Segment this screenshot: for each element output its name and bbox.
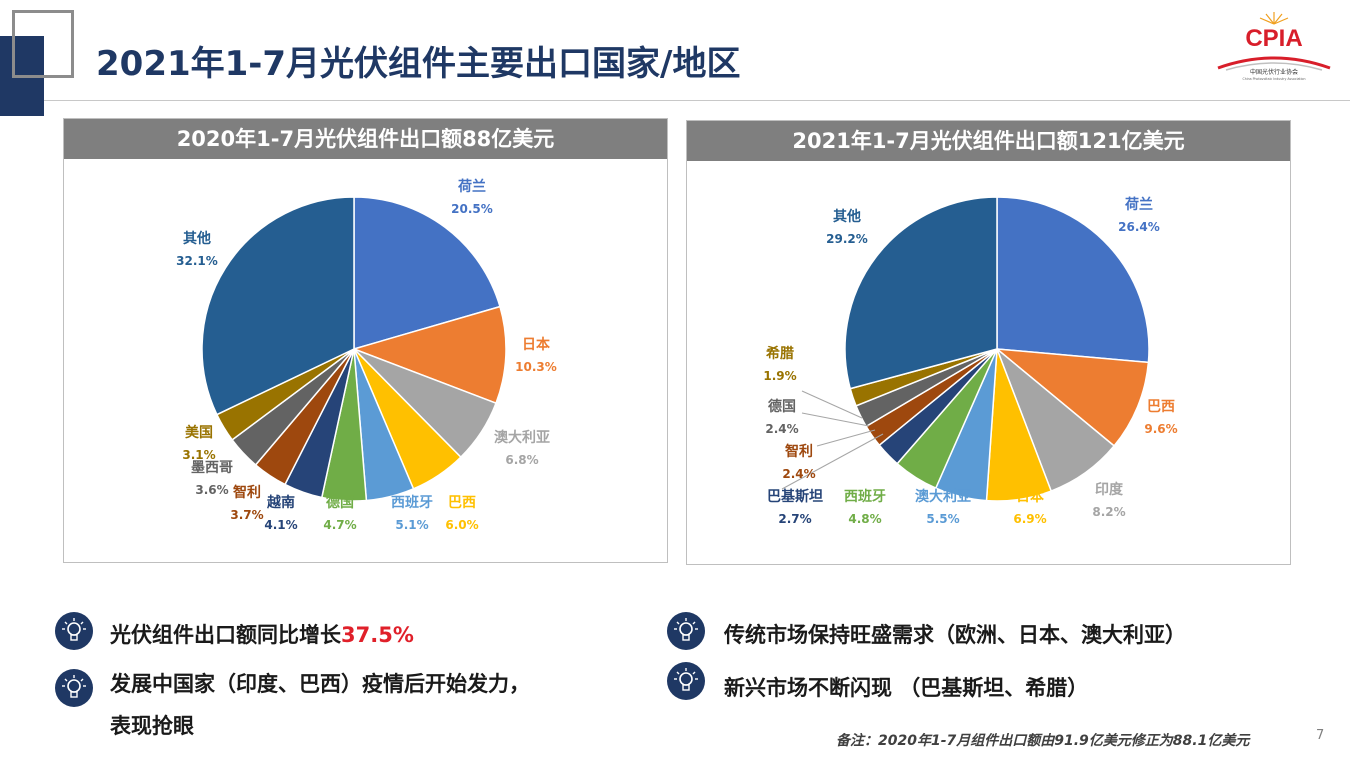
pie-slice-1-0 xyxy=(996,196,1150,364)
slice-label-1-1: 巴西 xyxy=(1147,399,1175,415)
slice-label-0-0: 荷兰 xyxy=(457,178,486,195)
slice-label-1-6: 巴基斯坦 xyxy=(767,488,823,505)
slice-value-0-1: 10.3% xyxy=(515,360,557,374)
slice-value-1-6: 2.7% xyxy=(778,512,811,526)
slice-label-1-5: 西班牙 xyxy=(844,488,886,505)
slice-value-1-5: 4.8% xyxy=(848,512,881,526)
slice-label-0-3: 巴西 xyxy=(448,495,476,511)
leader-line-1-8 xyxy=(801,412,870,427)
chart-panel-2021: 2021年1-7月光伏组件出口额121亿美元 荷兰 26.4% 巴西 9.6% 印度 8.… xyxy=(686,120,1291,565)
slice-label-1-7: 智利 xyxy=(784,443,813,460)
slice-label-1-9: 希腊 xyxy=(766,345,794,362)
growth-highlight: 37.5% xyxy=(341,623,414,647)
title-divider xyxy=(44,100,1350,101)
leader-line-1-6 xyxy=(781,433,884,490)
footnote: 备注：2020年1-7月组件出口额由91.9亿美元修正为88.1亿美元 xyxy=(836,733,1250,749)
bullet-export-growth: 光伏组件出口额同比增长37.5% xyxy=(110,619,414,649)
slice-label-0-9: 美国 xyxy=(185,424,213,441)
slice-value-1-2: 8.2% xyxy=(1092,505,1125,519)
cpia-logo: CPIA 中国光伏行业协会 China Photovoltaic Industr… xyxy=(1217,12,1331,81)
pie-slice-0-1 xyxy=(351,305,507,405)
slice-value-1-9: 1.9% xyxy=(763,369,796,383)
slice-label-1-3: 日本 xyxy=(1016,488,1045,505)
slice-label-0-6: 越南 xyxy=(266,494,295,511)
lightbulb-icon xyxy=(55,612,93,650)
lightbulb-icon xyxy=(55,669,93,707)
chart-title-2021: 2021年1-7月光伏组件出口额121亿美元 xyxy=(687,121,1290,161)
leader-line-1-7 xyxy=(816,429,876,447)
slice-value-0-8: 3.6% xyxy=(195,483,228,497)
slice-value-0-4: 5.1% xyxy=(395,518,428,532)
pie-slice-0-10 xyxy=(201,196,355,416)
slice-value-1-8: 2.4% xyxy=(765,422,798,436)
slice-value-1-4: 5.5% xyxy=(926,512,959,526)
slice-label-1-0: 荷兰 xyxy=(1124,196,1153,213)
slice-value-0-10: 32.1% xyxy=(176,254,218,268)
slice-value-0-7: 3.7% xyxy=(230,508,263,522)
lightbulb-icon xyxy=(667,612,705,650)
slice-label-0-4: 西班牙 xyxy=(391,494,433,511)
slice-label-1-4: 澳大利亚 xyxy=(915,488,971,505)
slice-value-1-1: 9.6% xyxy=(1144,422,1177,436)
leader-line-1-9 xyxy=(801,390,863,419)
slice-label-0-5: 德国 xyxy=(326,494,354,511)
slice-value-0-6: 4.1% xyxy=(264,518,297,532)
pie-chart-2020: 荷兰 20.5% 日本 10.3% 澳大利亚 6.8% 巴西 6.0% 西班牙 5.1% 德国 4.7… xyxy=(176,178,557,532)
pie-slice-0-0 xyxy=(353,196,501,350)
pie-slice-1-10 xyxy=(844,196,998,390)
slice-value-1-0: 26.4% xyxy=(1118,220,1160,234)
slice-label-0-2: 澳大利亚 xyxy=(494,429,550,446)
slice-label-1-2: 印度 xyxy=(1095,481,1124,498)
bullet-developing-countries: 发展中国家（印度、巴西）疫情后开始发力， xyxy=(110,672,530,696)
slice-label-0-7: 智利 xyxy=(232,484,261,501)
slice-value-0-9: 3.1% xyxy=(182,448,215,462)
slice-value-1-10: 29.2% xyxy=(826,232,868,246)
slice-value-0-2: 6.8% xyxy=(505,453,538,467)
bullet-export-growth-text: 光伏组件出口额同比增长 xyxy=(110,623,341,647)
slice-label-0-10: 其他 xyxy=(183,230,211,247)
page-title: 2021年1-7月光伏组件主要出口国家/地区 xyxy=(96,44,741,84)
page-number: 7 xyxy=(1316,728,1325,743)
bullet-traditional-markets: 传统市场保持旺盛需求（欧洲、日本、澳大利亚） xyxy=(724,623,1186,647)
pie-chart-2021: 荷兰 26.4% 巴西 9.6% 印度 8.2% 日本 6.9% 澳大利亚 5.5% 西班牙 4.8%… xyxy=(763,196,1177,526)
slice-label-1-10: 其他 xyxy=(833,208,861,225)
bullet-developing-countries-line2: 表现抢眼 xyxy=(110,714,194,738)
corner-accent-frame xyxy=(12,10,74,78)
slice-label-1-8: 德国 xyxy=(768,398,796,415)
slice-label-0-8: 墨西哥 xyxy=(191,460,233,476)
logo-subtitle: 中国光伏行业协会 xyxy=(1250,68,1298,76)
slice-value-0-3: 6.0% xyxy=(445,518,478,532)
bullet-emerging-markets: 新兴市场不断闪现 （巴基斯坦、希腊） xyxy=(724,676,1089,700)
chart-title-2020: 2020年1-7月光伏组件出口额88亿美元 xyxy=(64,119,667,159)
chart-panel-2020: 2020年1-7月光伏组件出口额88亿美元 荷兰 20.5% 日本 10.3% 澳大利亚… xyxy=(63,118,668,563)
logo-subtitle-en: China Photovoltaic Industry Association xyxy=(1242,77,1305,81)
logo-text: CPIA xyxy=(1245,25,1302,52)
slice-value-1-7: 2.4% xyxy=(782,467,815,481)
slice-value-1-3: 6.9% xyxy=(1013,512,1046,526)
pie-slice-1-1 xyxy=(994,348,1150,447)
slice-value-0-5: 4.7% xyxy=(323,518,356,532)
slice-label-0-1: 日本 xyxy=(522,336,551,353)
slice-value-0-0: 20.5% xyxy=(451,202,493,216)
lightbulb-icon xyxy=(667,662,705,700)
